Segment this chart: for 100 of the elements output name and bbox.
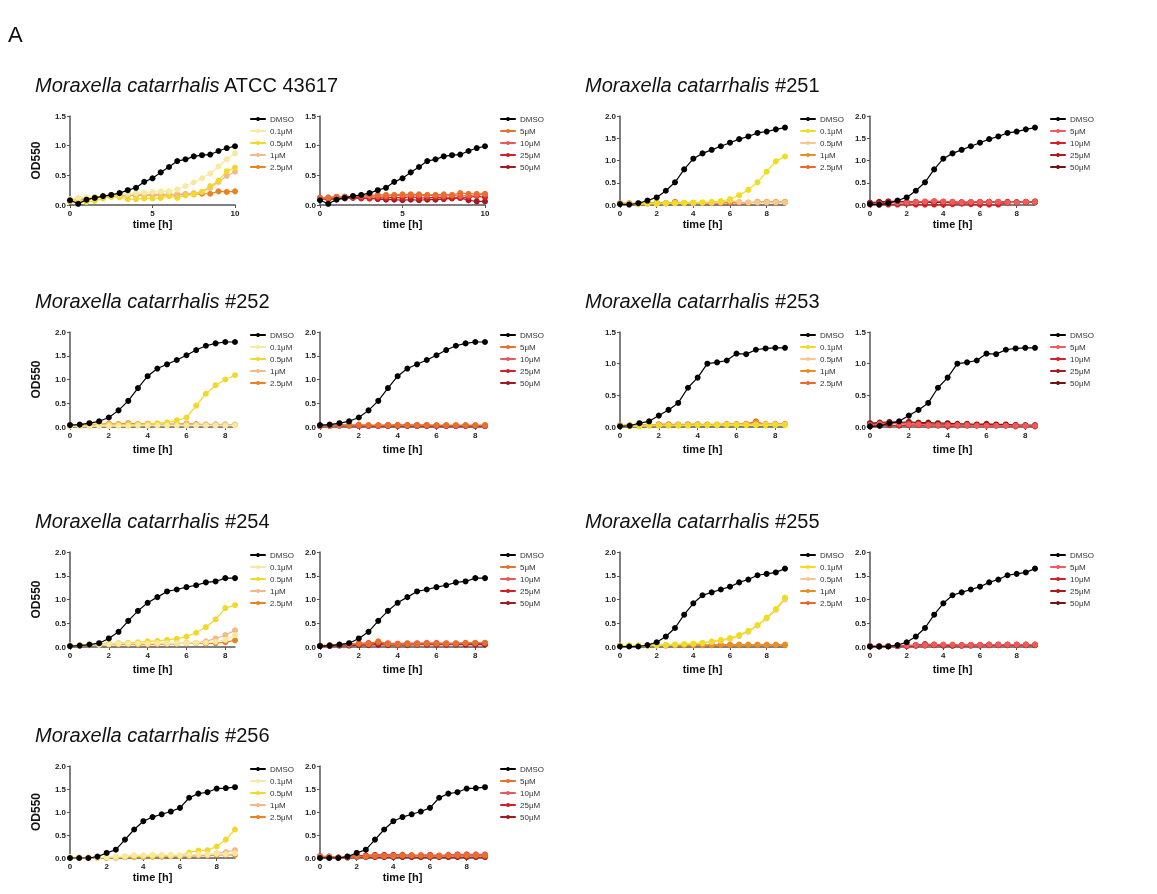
x-tick-label: 8: [223, 430, 229, 440]
x-tick-label: 8: [464, 861, 470, 871]
x-tick-label: 2: [906, 430, 912, 440]
x-tick-label: 6: [734, 430, 740, 440]
x-axis-title: time [h]: [382, 870, 423, 883]
y-tick-label: 2.0: [304, 547, 317, 557]
x-axis-title: time [h]: [132, 663, 173, 676]
x-tick-label: 6: [727, 208, 733, 218]
legend-label: 0.5μM: [270, 788, 293, 798]
legend-label: DMSO: [270, 330, 294, 340]
x-tick-label: 0: [317, 861, 323, 871]
y-tick-label: 1.5: [54, 784, 67, 794]
y-tick-label: 0.5: [604, 618, 617, 628]
x-tick-label: 6: [984, 430, 990, 440]
legend-label: DMSO: [270, 550, 294, 560]
y-tick-label: 2.0: [854, 547, 867, 557]
legend-label: 50μM: [520, 812, 541, 822]
y-tick-label: 2.0: [304, 761, 317, 771]
x-tick-label: 0: [67, 430, 73, 440]
y-tick-label: 1.0: [304, 375, 317, 384]
legend-label: 5μM: [520, 342, 537, 352]
x-tick-label: 4: [941, 208, 947, 218]
y-axis-title: OD550: [29, 580, 43, 619]
legend-label: 10μM: [520, 574, 541, 584]
legend-label: 0.1μM: [820, 562, 843, 572]
legend-label: DMSO: [1070, 330, 1094, 340]
y-tick-label: 1.0: [304, 807, 317, 817]
x-tick-label: 0: [867, 208, 873, 218]
legend-label: 50μM: [520, 598, 541, 608]
x-tick-label: 6: [177, 861, 183, 871]
y-tick-label: 0.5: [304, 170, 317, 180]
x-tick-label: 4: [941, 650, 947, 660]
x-tick-label: 4: [691, 650, 697, 660]
legend-label: 50μM: [1070, 598, 1091, 608]
x-tick-label: 8: [473, 650, 479, 660]
x-tick-label: 6: [427, 861, 433, 871]
legend-label: DMSO: [520, 114, 544, 124]
legend-label: 50μM: [520, 378, 541, 388]
legend-label: DMSO: [520, 550, 544, 560]
x-tick-label: 6: [977, 208, 983, 218]
legend-label: 10μM: [1070, 354, 1091, 364]
y-tick-label: 0.0: [54, 642, 67, 652]
legend-label: 10μM: [1070, 574, 1091, 584]
legend-label: 25μM: [520, 586, 541, 596]
y-tick-label: 0.0: [604, 200, 617, 210]
legend-label: 2.5μM: [820, 378, 843, 388]
legend-label: 25μM: [1070, 150, 1091, 160]
y-tick-label: 0.0: [854, 422, 867, 432]
x-tick-label: 4: [945, 430, 951, 440]
y-tick-label: 1.0: [854, 595, 867, 604]
y-tick-label: 1.5: [54, 351, 67, 361]
x-tick-label: 0: [67, 208, 73, 218]
y-tick-label: 0.5: [54, 170, 67, 180]
text: A: [8, 22, 23, 48]
x-tick-label: 6: [184, 430, 190, 440]
x-tick-label: 6: [434, 430, 440, 440]
legend-label: 50μM: [1070, 378, 1091, 388]
x-tick-label: 6: [184, 650, 190, 660]
y-tick-label: 1.0: [604, 359, 617, 369]
y-tick-label: 1.0: [604, 156, 617, 165]
y-tick-label: 1.0: [854, 359, 867, 369]
x-axis-title: time [h]: [932, 443, 973, 456]
y-tick-label: 0.5: [854, 390, 867, 400]
y-tick-label: 1.5: [604, 571, 617, 581]
legend-label: 2.5μM: [270, 598, 293, 608]
y-tick-label: 1.0: [54, 375, 67, 384]
y-tick-label: 0.5: [854, 618, 867, 628]
legend-label: 10μM: [1070, 138, 1091, 148]
legend-label: DMSO: [270, 114, 294, 124]
x-tick-label: 4: [145, 430, 151, 440]
legend-label: 25μM: [1070, 586, 1091, 596]
x-tick-label: 5: [150, 208, 156, 218]
legend-label: 0.1μM: [270, 776, 293, 786]
legend-label: 1μM: [270, 800, 287, 810]
legend-label: DMSO: [820, 114, 844, 124]
y-tick-label: 1.0: [604, 595, 617, 604]
legend-label: 0.5μM: [270, 354, 293, 364]
y-tick-label: 0.5: [604, 178, 617, 188]
legend-label: 5μM: [520, 562, 537, 572]
x-tick-label: 2: [654, 208, 660, 218]
legend-label: 25μM: [520, 366, 541, 376]
x-tick-label: 0: [617, 430, 623, 440]
legend-label: 0.5μM: [270, 574, 293, 584]
x-axis-title: time [h]: [132, 870, 173, 883]
legend-label: 25μM: [520, 800, 541, 810]
y-tick-label: 1.5: [604, 327, 617, 337]
y-tick-label: 1.5: [304, 351, 317, 361]
legend-label: 2.5μM: [270, 812, 293, 822]
chart-title: Moraxella catarrhalis #253: [585, 290, 820, 312]
y-tick-label: 1.0: [304, 141, 317, 151]
x-tick-label: 8: [223, 650, 229, 660]
legend-label: 1μM: [820, 150, 837, 160]
x-axis-title: time [h]: [682, 443, 723, 456]
legend-label: 5μM: [1070, 562, 1087, 572]
x-tick-label: 4: [395, 430, 401, 440]
chart-title: Moraxella catarrhalis #251: [585, 74, 820, 96]
y-tick-label: 0.5: [604, 390, 617, 400]
x-tick-label: 0: [317, 208, 323, 218]
legend-label: 2.5μM: [820, 598, 843, 608]
chart-title: Moraxella catarrhalis ATCC 43617: [35, 74, 339, 96]
